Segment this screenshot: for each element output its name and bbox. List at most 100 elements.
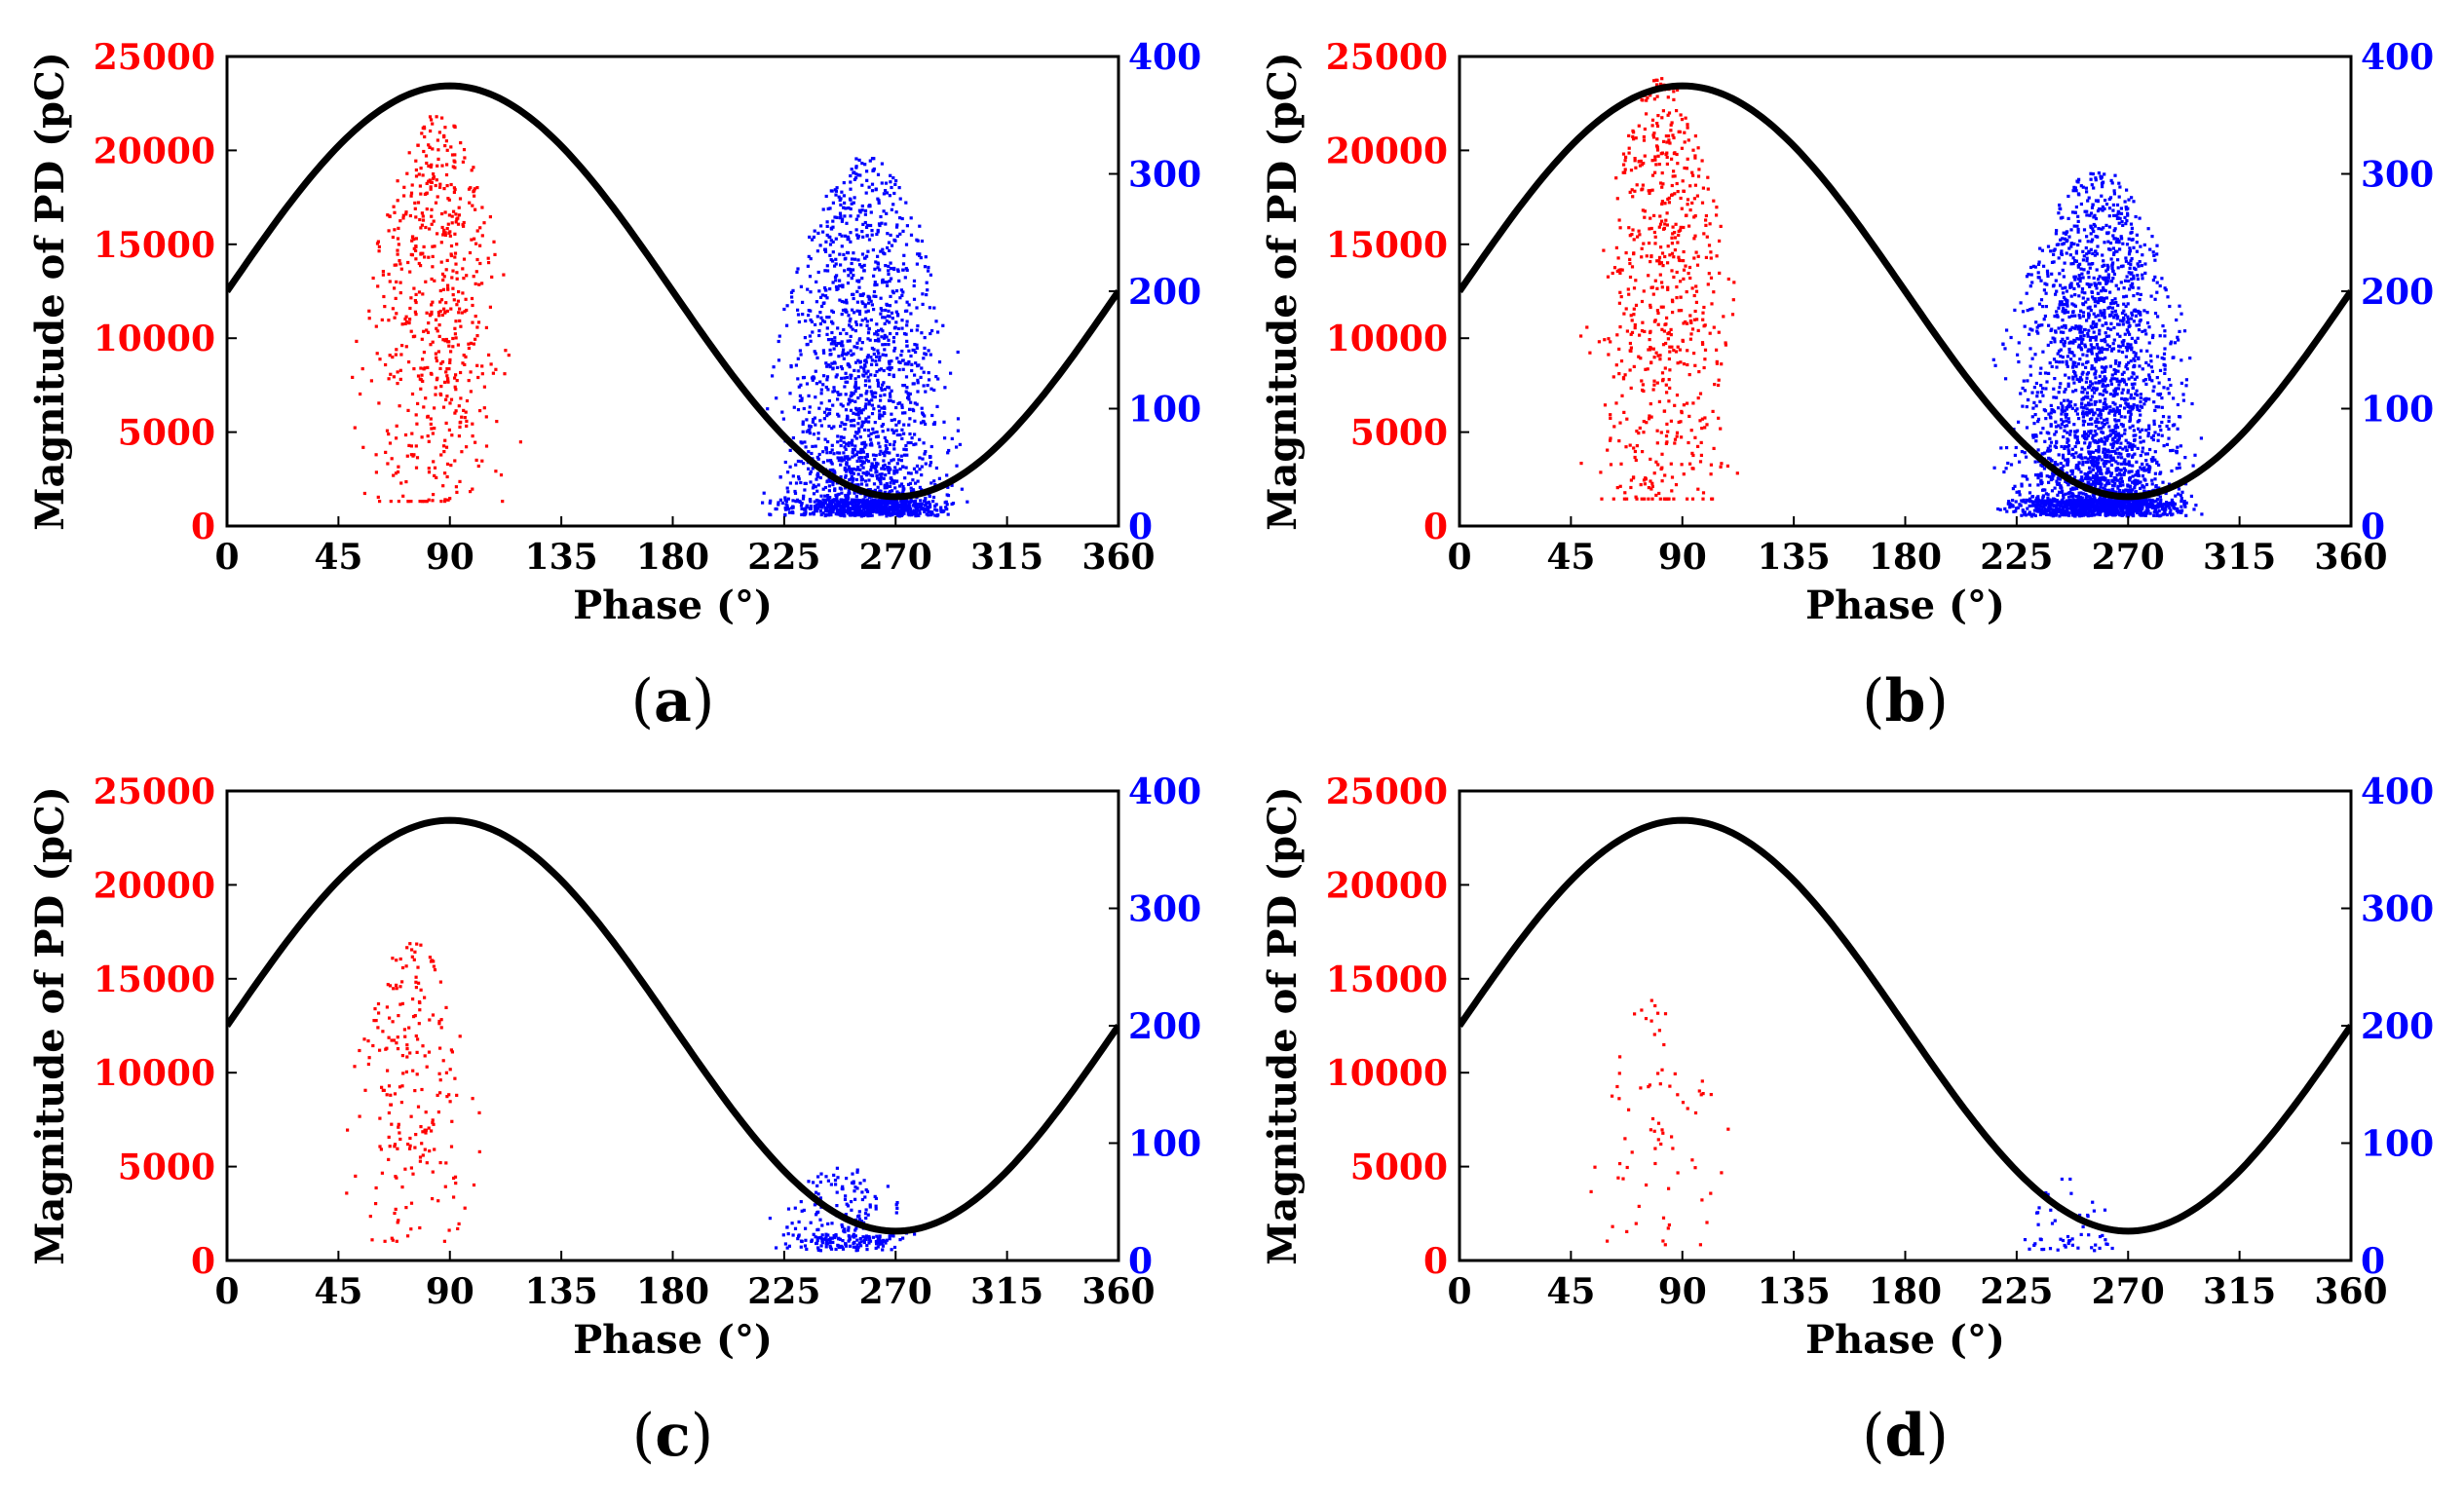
data-point: [831, 226, 834, 229]
x-tick-label: 180: [636, 537, 709, 578]
data-point: [415, 174, 418, 177]
data-point: [864, 384, 867, 387]
data-point: [930, 329, 933, 332]
data-point: [828, 207, 831, 209]
data-point: [915, 503, 918, 506]
data-point: [2132, 246, 2135, 249]
data-point: [1631, 195, 1634, 198]
data-point: [1631, 265, 1634, 268]
data-point: [2200, 436, 2203, 439]
data-point: [849, 198, 852, 201]
data-point: [2104, 385, 2107, 388]
data-point: [1669, 129, 1672, 132]
data-point: [867, 416, 870, 419]
data-point: [949, 372, 952, 375]
data-point: [1668, 111, 1671, 114]
data-point: [453, 153, 456, 156]
data-point: [957, 430, 960, 433]
data-point: [1679, 349, 1682, 352]
data-point: [816, 474, 819, 477]
data-point: [823, 495, 826, 498]
data-point: [2126, 343, 2129, 346]
data-point: [900, 459, 903, 462]
data-point: [454, 252, 457, 255]
data-point: [1678, 421, 1681, 424]
data-point: [879, 414, 882, 417]
data-point: [875, 322, 878, 325]
data-point: [471, 169, 474, 171]
data-point: [845, 448, 848, 451]
data-point: [877, 442, 880, 445]
data-point: [891, 176, 894, 179]
data-point: [1718, 240, 1721, 243]
data-point: [472, 434, 474, 437]
data-point: [864, 303, 867, 306]
data-point: [1693, 319, 1696, 321]
data-point: [827, 513, 830, 516]
data-point: [2098, 319, 2101, 321]
data-point: [828, 287, 831, 290]
data-point: [870, 505, 873, 508]
data-point: [2075, 441, 2078, 444]
data-point: [840, 421, 843, 424]
data-point: [1643, 289, 1646, 292]
data-point: [471, 488, 474, 491]
data-point: [455, 491, 458, 494]
data-point: [893, 240, 896, 243]
data-point: [2036, 476, 2039, 479]
data-point: [1670, 158, 1673, 161]
y-left-tick-label: 15000: [94, 225, 215, 266]
data-point: [1691, 401, 1694, 404]
data-point: [887, 273, 890, 276]
data-point: [406, 455, 409, 458]
data-point: [876, 500, 879, 503]
data-point: [872, 157, 875, 160]
data-point: [873, 268, 876, 271]
data-point: [437, 311, 440, 314]
data-point: [391, 457, 394, 460]
data-point: [1668, 387, 1671, 390]
data-point: [464, 356, 467, 358]
data-point: [2131, 227, 2134, 230]
data-point: [431, 499, 434, 502]
data-point: [1625, 251, 1628, 254]
data-point: [434, 467, 436, 470]
data-point: [864, 209, 867, 212]
data-point: [841, 367, 844, 370]
data-point: [838, 459, 841, 462]
data-point: [429, 115, 432, 118]
data-point: [855, 228, 858, 231]
data-point: [857, 375, 860, 378]
data-point: [1683, 167, 1686, 169]
data-point: [2076, 244, 2079, 246]
data-point: [485, 415, 488, 418]
data-point: [849, 400, 852, 403]
data-point: [399, 369, 402, 372]
data-point: [815, 357, 818, 359]
data-point: [876, 379, 879, 382]
data-point: [905, 375, 908, 378]
data-point: [878, 417, 881, 420]
data-point: [825, 316, 828, 319]
data-point: [826, 264, 829, 267]
data-point: [828, 254, 831, 257]
data-point: [854, 167, 857, 169]
data-point: [388, 273, 391, 276]
data-point: [411, 235, 414, 238]
data-point: [459, 197, 462, 200]
data-point: [923, 500, 926, 503]
data-point: [446, 284, 449, 287]
data-point: [2103, 465, 2105, 468]
data-point: [2023, 380, 2026, 383]
data-point: [459, 421, 462, 424]
data-point: [1653, 320, 1656, 323]
data-point: [868, 204, 871, 207]
data-point: [1654, 236, 1657, 239]
data-point: [859, 435, 862, 438]
data-point: [423, 127, 426, 130]
data-point: [1660, 431, 1663, 433]
data-point: [436, 232, 438, 235]
data-point: [825, 408, 828, 411]
data-point: [822, 488, 825, 491]
data-point: [850, 271, 853, 274]
